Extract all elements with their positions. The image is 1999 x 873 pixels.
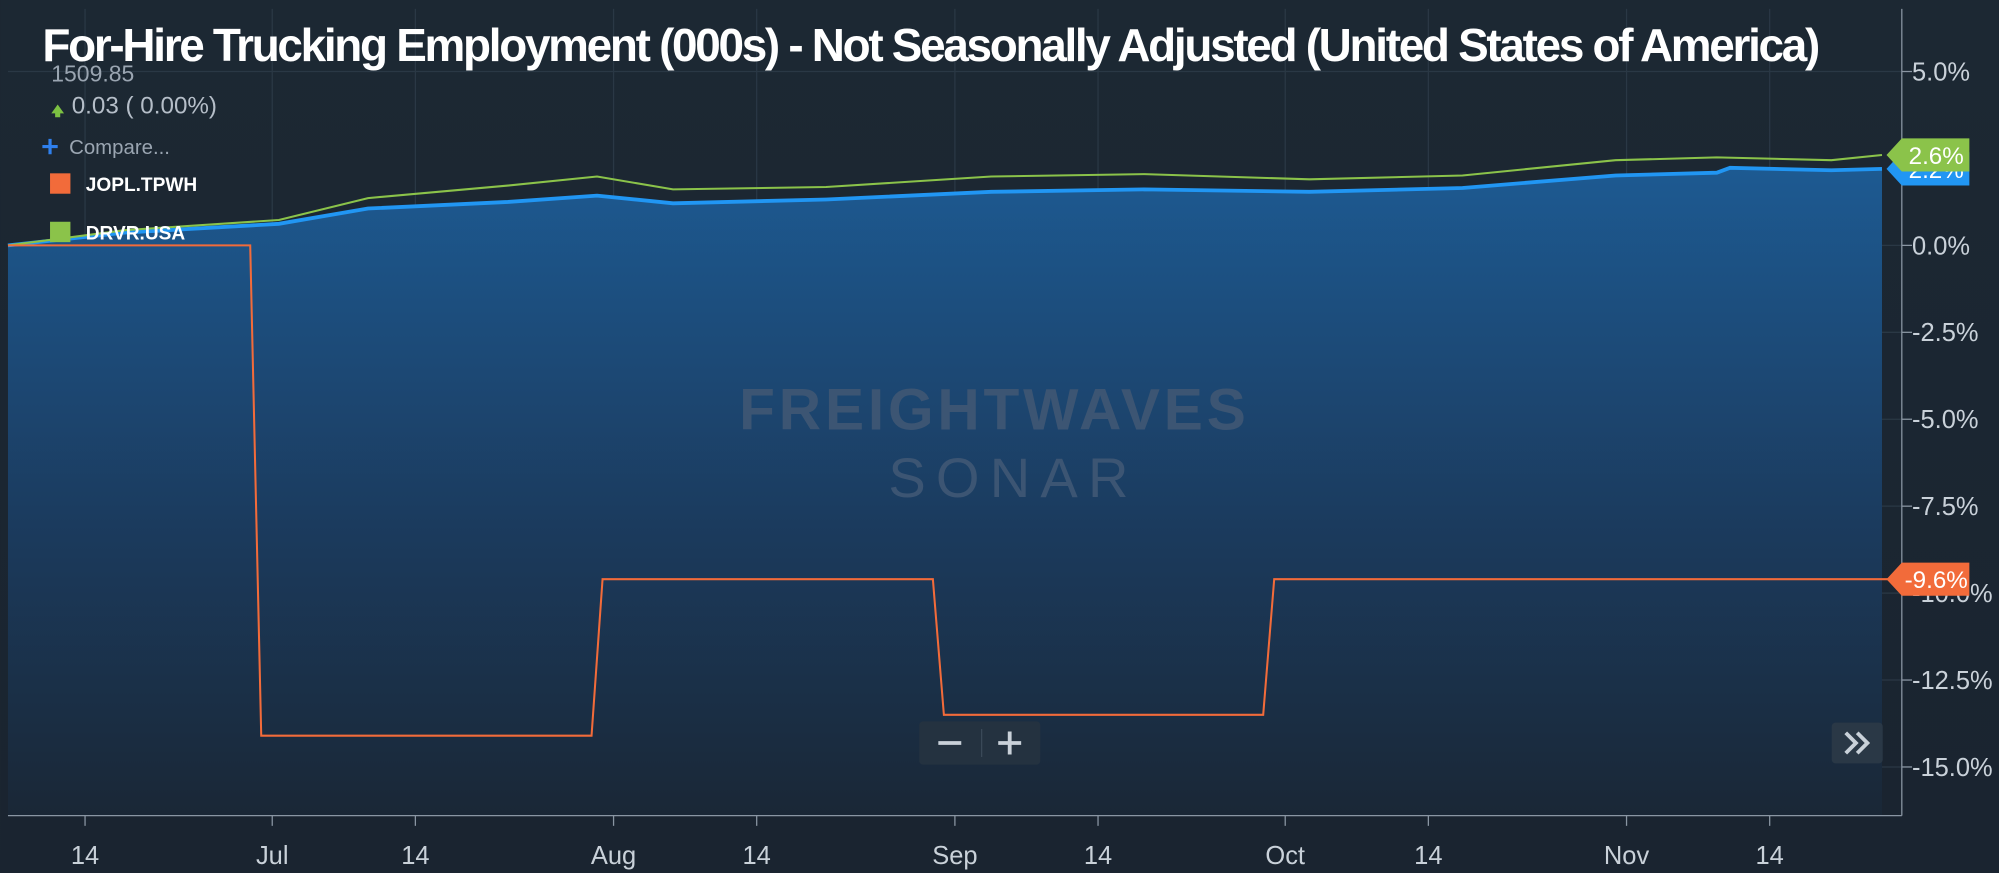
legend: JOPL.TPWH DRVR.USA	[50, 173, 197, 245]
end-label: -9.6%	[1905, 567, 1968, 594]
end-badge	[1886, 562, 1970, 596]
end-badge	[1886, 138, 1970, 172]
compare-icon[interactable]	[42, 138, 58, 155]
compare[interactable]: Compare...	[69, 137, 170, 159]
axes: 5.0%0.0%-2.5%-5.0%-7.5%-10.0%-12.5%-15.0…	[7, 8, 1993, 870]
x-tick-label: 14	[401, 842, 429, 870]
area	[7, 167, 1882, 816]
line	[7, 165, 1883, 248]
watermark: FREIGHTWAVES	[739, 377, 1249, 442]
y-tick-label: -12.5%	[1912, 667, 1993, 695]
x-tick-label: 14	[1756, 842, 1784, 870]
x-tick-label: Sep	[932, 842, 977, 870]
zoom-controls	[919, 721, 1041, 765]
legend-label: DRVR.USA	[86, 224, 186, 245]
legend-swatch	[50, 221, 71, 243]
plot-area	[7, 153, 1891, 816]
expand-icon	[1844, 731, 1871, 755]
y-tick-label: 5.0%	[1912, 58, 1970, 86]
last-value: 1509.85	[51, 61, 134, 87]
chart-title: For-Hire Trucking Employment (000s) - No…	[42, 19, 1820, 71]
legend-swatch	[50, 173, 71, 194]
y-tick-label: -5.0%	[1912, 406, 1979, 434]
line	[7, 244, 1891, 737]
y-tick-label: -2.5%	[1912, 319, 1979, 347]
end-label: 2.6%	[1909, 143, 1964, 170]
x-tick-label: Aug	[591, 842, 636, 870]
line	[7, 153, 1883, 247]
legend-label: JOPL.TPWH	[86, 175, 197, 196]
x-tick-label: 14	[71, 842, 99, 870]
watermark-sub: SONAR	[888, 446, 1138, 509]
up-arrow	[51, 104, 65, 118]
change: 0.03 ( 0.00%)	[72, 92, 217, 119]
x-tick-label: 14	[1084, 842, 1112, 870]
x-tick-label: Oct	[1265, 842, 1305, 870]
x-tick-label: 14	[1414, 842, 1442, 870]
zoom-in[interactable]	[998, 731, 1022, 755]
x-tick-label: Nov	[1604, 842, 1650, 870]
x-tick-label: 14	[743, 842, 771, 870]
y-tick-label: 0.0%	[1912, 232, 1970, 260]
y-tick-label: -7.5%	[1912, 493, 1979, 521]
y-tick-label: -15.0%	[1912, 754, 1993, 782]
x-tick-label: Jul	[256, 842, 289, 870]
